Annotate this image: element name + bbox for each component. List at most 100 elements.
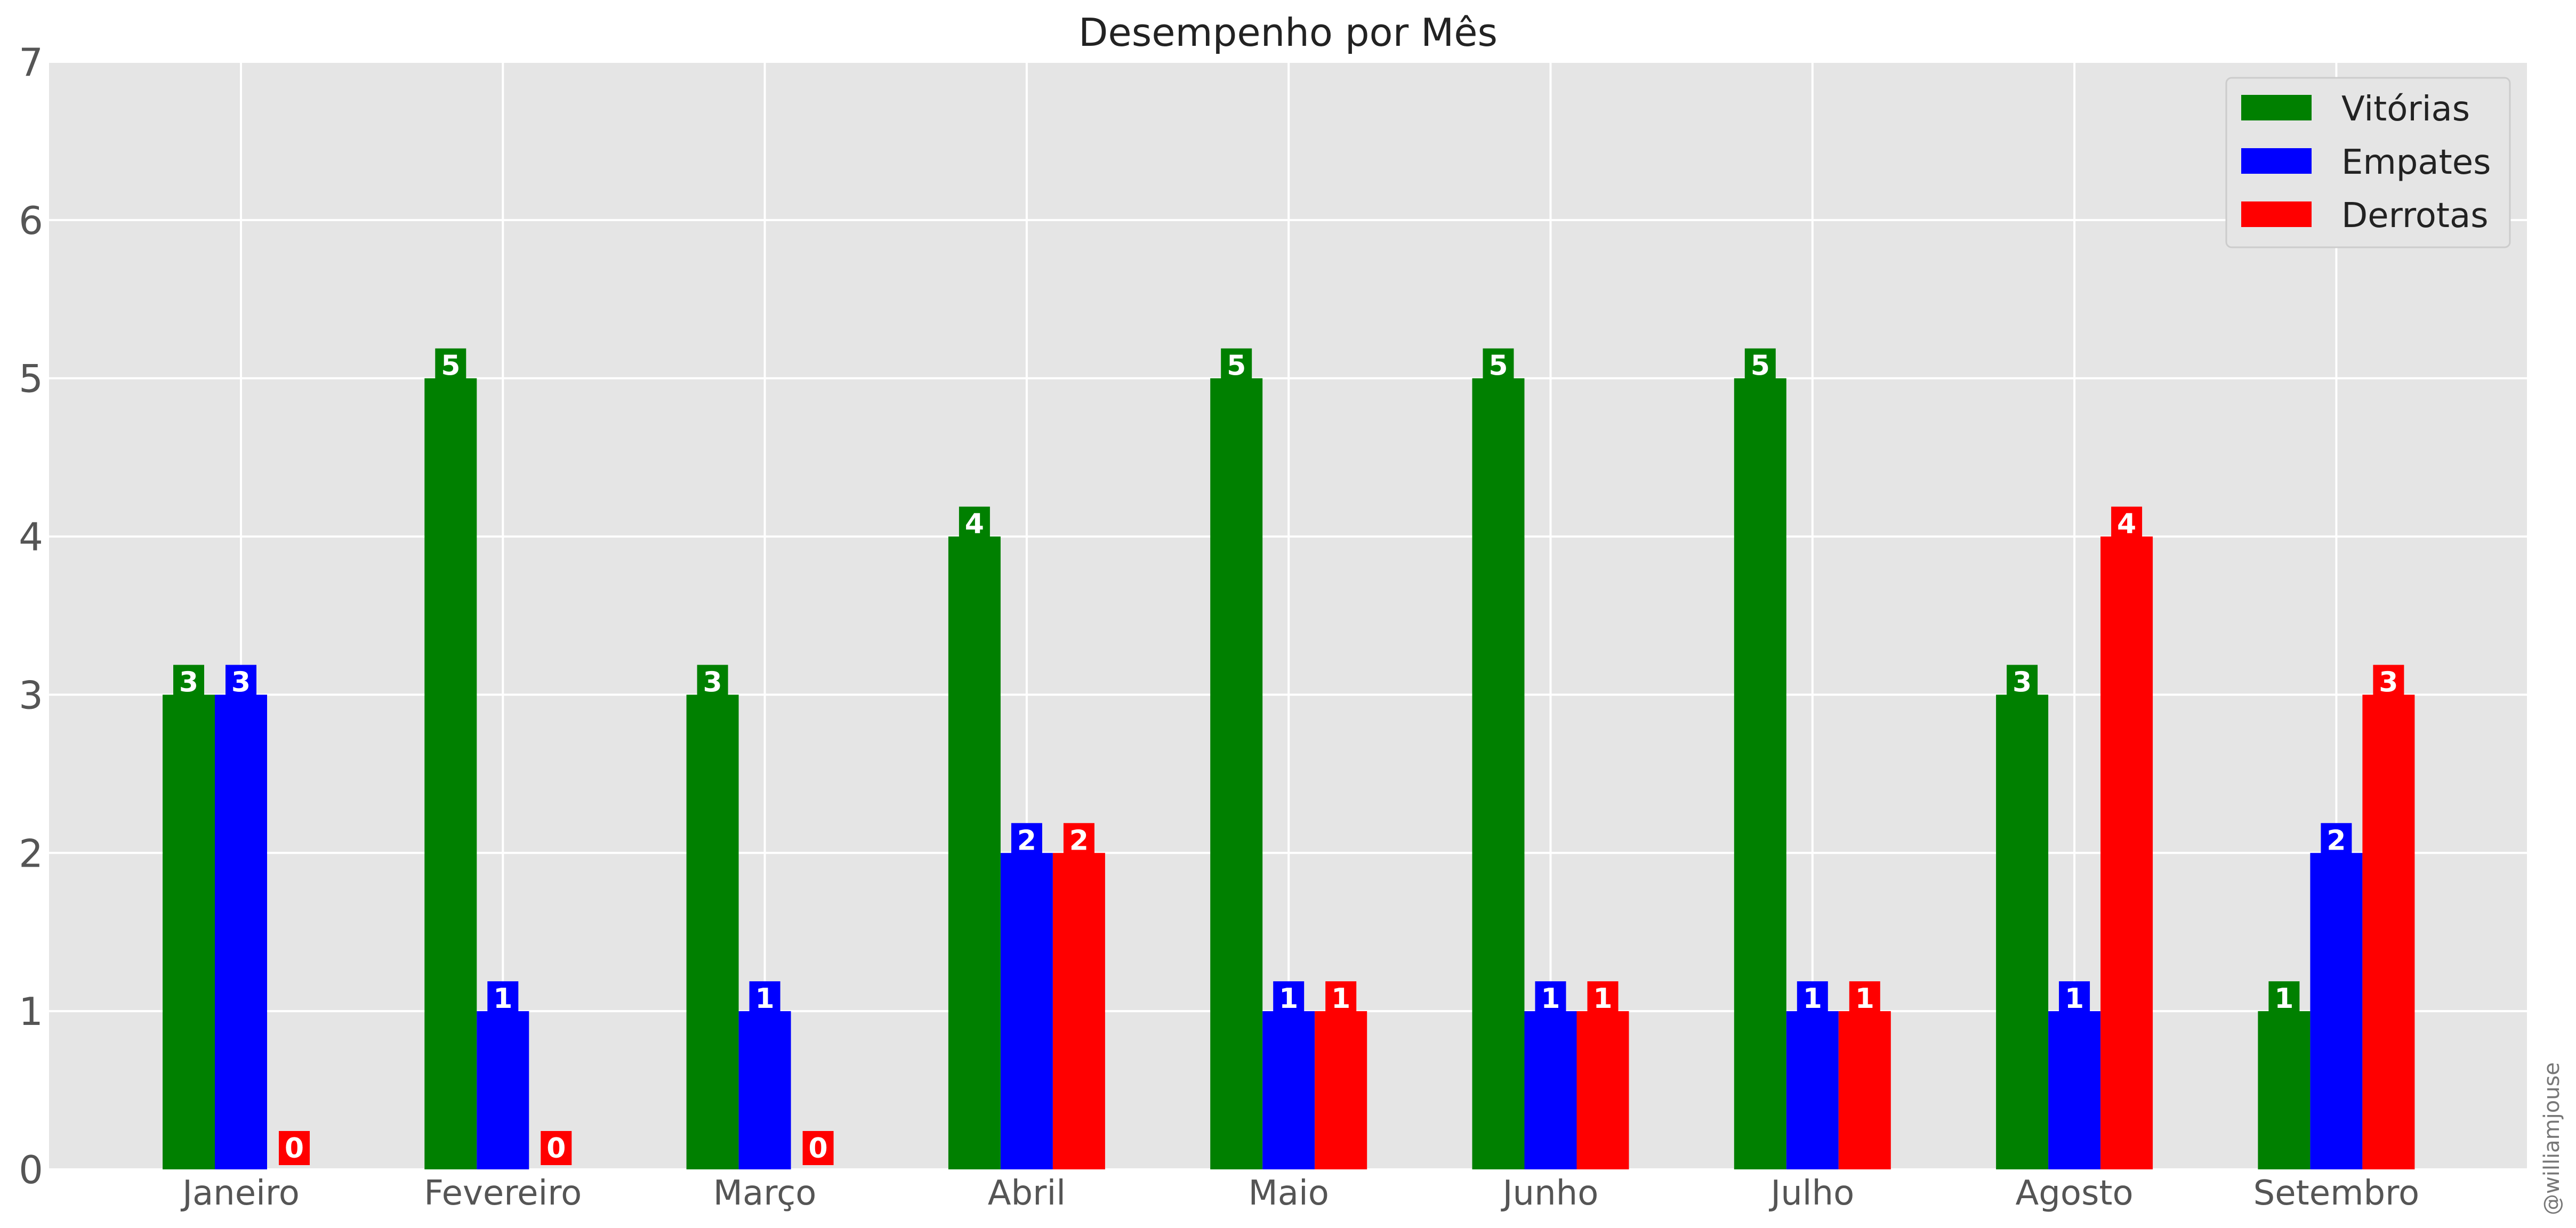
data-label-box — [1221, 348, 1252, 383]
data-label-value: 5 — [1227, 350, 1246, 382]
data-label: 1 — [1587, 981, 1619, 1016]
data-label: 5 — [1744, 348, 1776, 383]
data-label-value: 1 — [1593, 983, 1612, 1015]
legend-item: Derrotas — [2241, 196, 2489, 236]
y-tick-label: 1 — [19, 989, 43, 1034]
x-tick-label: Setembro — [2253, 1174, 2420, 1213]
data-label: 1 — [1535, 981, 1566, 1016]
data-label-box — [1325, 981, 1357, 1016]
x-tick-label: Fevereiro — [424, 1174, 582, 1213]
data-label: 3 — [697, 665, 728, 699]
bar-empates — [215, 694, 267, 1169]
data-label-box — [2373, 665, 2404, 699]
data-label-value: 1 — [2274, 983, 2293, 1015]
data-label-box — [487, 981, 519, 1016]
data-label-value: 2 — [1069, 825, 1089, 857]
data-labels: 3 5 3 4 5 5 5 3 1 3 1 1 2 1 1 1 1 2 0 0 0 2 1 1 1 4 3 — [173, 348, 2404, 1165]
data-label-value: 3 — [2379, 666, 2398, 698]
data-label-value: 0 — [546, 1133, 566, 1165]
data-label-value: 3 — [2012, 666, 2032, 698]
y-tick-label: 0 — [19, 1148, 43, 1192]
data-label-box — [1535, 981, 1566, 1016]
data-label: 4 — [959, 506, 990, 541]
data-label-value: 5 — [1488, 350, 1508, 382]
data-label-box — [2007, 665, 2038, 699]
data-label: 5 — [435, 348, 466, 383]
bar-derrotas — [2100, 536, 2153, 1169]
data-label-value: 1 — [1855, 983, 1874, 1015]
x-axis-ticks: Janeiro Fevereiro Março Abril Maio Junho Julho… — [180, 1174, 2419, 1213]
y-tick-label: 4 — [19, 515, 43, 560]
data-label: 1 — [2059, 981, 2090, 1016]
chart-title: Desempenho por Mês — [1078, 10, 1498, 55]
bars — [163, 378, 2415, 1169]
data-label: 2 — [1011, 823, 1042, 858]
bar-empates — [477, 1011, 529, 1169]
x-tick-label: Janeiro — [180, 1174, 300, 1213]
legend: Vitórias Empates Derrotas — [2225, 77, 2511, 248]
data-label-value: 1 — [1803, 983, 1822, 1015]
data-label-value: 4 — [965, 508, 984, 540]
data-label-value: 0 — [285, 1133, 304, 1165]
data-label-value: 1 — [1331, 983, 1350, 1015]
bar-vit-rias — [948, 536, 1001, 1169]
data-label-box — [1011, 823, 1042, 858]
data-label: 3 — [173, 665, 204, 699]
data-label-box — [2111, 506, 2143, 541]
data-label-value: 3 — [703, 666, 722, 698]
data-label-value: 2 — [1017, 825, 1036, 857]
bar-derrotas — [1838, 1011, 1891, 1169]
bar-empates — [1000, 853, 1053, 1169]
data-label: 0 — [541, 1131, 572, 1165]
y-tick-label: 2 — [19, 831, 43, 876]
bar-empates — [2310, 853, 2363, 1169]
legend-swatch — [2241, 148, 2312, 174]
data-label-box — [1744, 348, 1776, 383]
data-label-box — [802, 1131, 834, 1165]
bar-empates — [1786, 1011, 1839, 1169]
bar-empates — [738, 1011, 791, 1169]
data-label-box — [435, 348, 466, 383]
y-tick-label: 3 — [19, 673, 43, 717]
data-label-value: 1 — [1541, 983, 1560, 1015]
x-tick-label: Junho — [1501, 1174, 1599, 1213]
data-label-value: 1 — [755, 983, 775, 1015]
data-label-box — [959, 506, 990, 541]
watermark: @williamjouse — [2540, 1062, 2564, 1215]
bar-vit-rias — [1996, 694, 2049, 1169]
bar-vit-rias — [163, 694, 215, 1169]
data-label-box — [1483, 348, 1514, 383]
data-label-box — [749, 981, 780, 1016]
data-label: 3 — [2373, 665, 2404, 699]
bar-empates — [2048, 1011, 2101, 1169]
bar-vit-rias — [424, 378, 477, 1169]
x-tick-label: Março — [713, 1174, 817, 1213]
data-label-value: 2 — [2327, 825, 2346, 857]
data-label-value: 3 — [179, 666, 198, 698]
legend-swatch — [2241, 201, 2312, 227]
data-label-value: 5 — [441, 350, 460, 382]
bar-derrotas — [1315, 1011, 1367, 1169]
y-tick-label: 5 — [19, 357, 43, 401]
data-label: 1 — [487, 981, 519, 1016]
y-axis-ticks: 0 1 2 3 4 5 6 7 — [19, 40, 43, 1192]
x-tick-label: Julho — [1768, 1174, 1854, 1213]
data-label-value: 5 — [1751, 350, 1770, 382]
data-label-box — [279, 1131, 310, 1165]
data-label-box — [173, 665, 204, 699]
bar-empates — [1524, 1011, 1577, 1169]
legend-label: Empates — [2341, 143, 2491, 182]
data-label: 5 — [1483, 348, 1514, 383]
x-tick-label: Maio — [1249, 1174, 1329, 1213]
data-label-box — [1797, 981, 1828, 1016]
data-label-box — [2321, 823, 2352, 858]
data-label: 3 — [2007, 665, 2038, 699]
data-label: 4 — [2111, 506, 2143, 541]
data-label-box — [1587, 981, 1619, 1016]
legend-item: Empates — [2241, 143, 2491, 182]
data-label: 1 — [1849, 981, 1880, 1016]
y-tick-label: 7 — [19, 40, 43, 85]
bar-vit-rias — [2258, 1011, 2311, 1169]
data-label-value: 1 — [2065, 983, 2084, 1015]
